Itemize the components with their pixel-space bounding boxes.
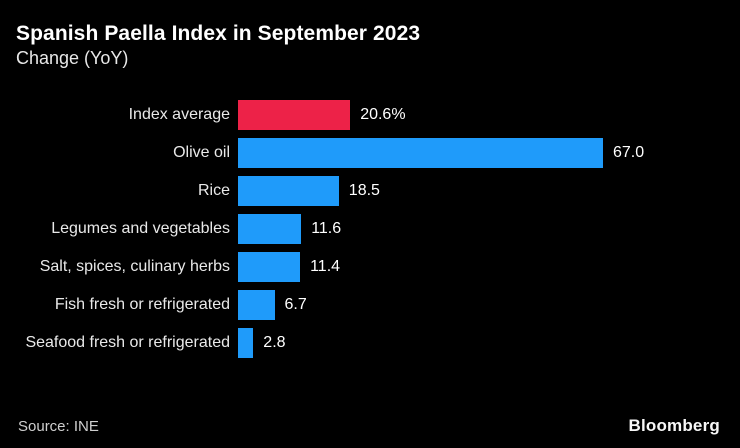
bar-chart: Index average 20.6% Olive oil 67.0 Rice 18.5 L…: [0, 100, 740, 366]
bar-row: Legumes and vegetables 11.6: [0, 214, 740, 244]
bar: [238, 290, 275, 320]
bar-value: 11.4: [310, 258, 341, 275]
bloomberg-logo: Bloomberg: [628, 416, 720, 435]
bar-value: 11.6: [311, 220, 342, 237]
bar-value: 67.0: [613, 144, 645, 161]
chart-title: Spanish Paella Index in September 2023: [16, 22, 421, 45]
bar-row: Rice 18.5: [0, 176, 740, 206]
bar-label: Fish fresh or refrigerated: [54, 296, 230, 313]
chart-subtitle: Change (YoY): [16, 48, 129, 68]
bar: [238, 176, 339, 206]
bar-value: 20.6%: [360, 106, 406, 123]
bar-value: 18.5: [348, 182, 380, 199]
bar-value: 6.7: [284, 296, 307, 313]
bar-row: Index average 20.6%: [0, 100, 740, 130]
bar: [238, 100, 351, 130]
bar-row: Fish fresh or refrigerated 6.7: [0, 290, 740, 320]
bar: [238, 214, 302, 244]
chart-footer: Source: INE Bloomberg: [18, 416, 720, 436]
bar-row: Olive oil 67.0: [0, 138, 740, 168]
chart-header: Spanish Paella Index in September 2023 C…: [16, 21, 724, 70]
bar-value: 2.8: [263, 334, 286, 351]
bar: [238, 328, 254, 358]
bar-row: Seafood fresh or refrigerated 2.8: [0, 328, 740, 358]
bar-label: Olive oil: [173, 144, 230, 161]
bar-label: Seafood fresh or refrigerated: [25, 334, 230, 351]
bar-row: Salt, spices, culinary herbs 11.4: [0, 252, 740, 282]
bar-label: Index average: [128, 106, 230, 123]
source-note: Source: INE: [18, 418, 99, 435]
bar: [238, 252, 301, 282]
bar-label: Salt, spices, culinary herbs: [39, 258, 230, 275]
bar-label: Rice: [197, 182, 230, 199]
bar-label: Legumes and vegetables: [51, 220, 230, 237]
bar: [238, 138, 603, 168]
